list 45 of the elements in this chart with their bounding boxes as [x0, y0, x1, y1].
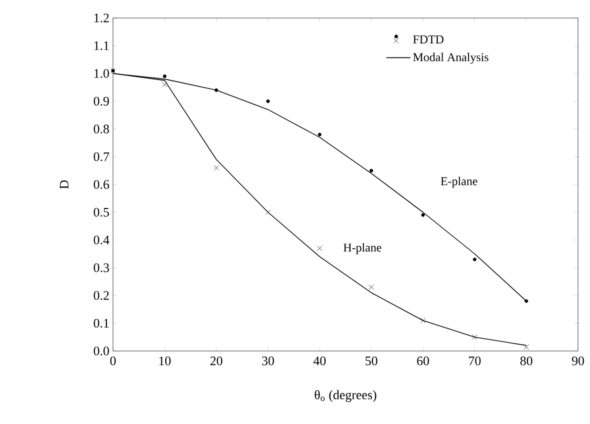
point: [266, 99, 270, 104]
point: [318, 132, 322, 136]
legend-label: Modal Analysis: [413, 52, 488, 64]
point: [162, 82, 168, 88]
x-tick-label: 90: [572, 356, 584, 366]
y-axis-title: D: [60, 180, 68, 189]
point: [162, 74, 166, 78]
x-axis-title: θ$_{o}$ (degrees): [314, 390, 376, 402]
y-tick-label: 0.0: [94, 346, 109, 356]
point: [420, 318, 426, 324]
x-tick-label: 40: [313, 356, 326, 366]
point: [368, 284, 374, 290]
y-tick-label: 0.2: [94, 291, 109, 300]
y-tick-label: 0.3: [94, 263, 109, 272]
y-tick-label: 1.2: [94, 14, 109, 22]
point: [472, 258, 476, 262]
x-tick-label: 0: [110, 356, 116, 366]
point: [524, 299, 528, 303]
x-tick-label: 10: [159, 356, 171, 366]
x-tick-label: 80: [520, 356, 532, 366]
x-tick-label: 30: [262, 356, 274, 366]
x-tick-label: 20: [210, 356, 222, 366]
y-tick-label: 0.8: [94, 124, 109, 134]
x-tick-label: 70: [469, 356, 481, 366]
point: [214, 165, 220, 171]
y-tick-label: 0.4: [94, 236, 110, 244]
x-tick-label: 60: [417, 356, 429, 366]
y-tick-label: 1.0: [94, 69, 109, 78]
point: [370, 168, 374, 172]
y-tick-label: 0.5: [94, 208, 109, 217]
annotation: E-plane: [440, 176, 478, 188]
y-tick-label: 0.7: [94, 152, 110, 162]
point: [214, 88, 218, 92]
y-tick-label: 0.6: [94, 180, 110, 189]
x-tick-label: 50: [366, 356, 378, 366]
y-tick-label: 0.1: [94, 318, 109, 328]
point: [524, 344, 530, 350]
legend-label: FDTD: [413, 36, 444, 44]
point: [265, 210, 271, 215]
point: [316, 246, 322, 251]
y-tick-label: 0.9: [94, 96, 109, 106]
annotation: H-plane: [344, 243, 382, 254]
point: [421, 213, 425, 217]
point: [472, 334, 478, 340]
y-tick-label: 1.1: [94, 41, 109, 50]
